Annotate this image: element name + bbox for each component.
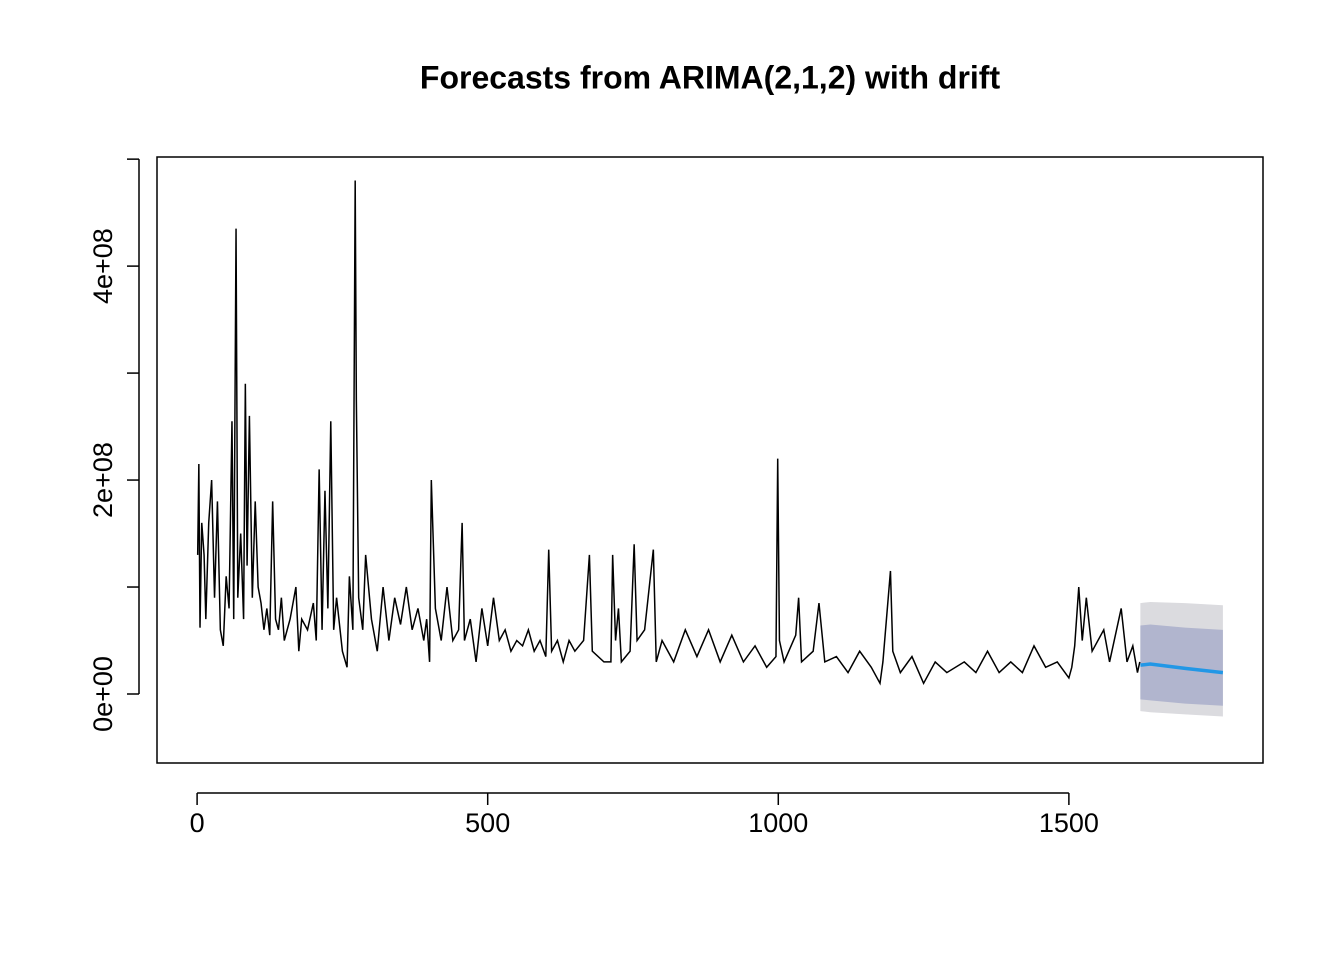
series-line — [196, 180, 1141, 686]
plot-frame — [156, 156, 1264, 764]
x-tick-label: 1500 — [1039, 808, 1099, 838]
y-tick-label: 2e+08 — [88, 442, 118, 518]
forecast-line — [1140, 662, 1224, 675]
y-tick-label: 4e+08 — [88, 228, 118, 304]
x-tick-label: 0 — [190, 808, 205, 838]
band-80 — [1140, 624, 1223, 706]
chart-title: Forecasts from ARIMA(2,1,2) with drift — [420, 59, 1001, 95]
y-tick-label: 0e+00 — [88, 656, 118, 732]
x-tick-label: 1000 — [748, 808, 808, 838]
x-tick-label: 500 — [465, 808, 510, 838]
